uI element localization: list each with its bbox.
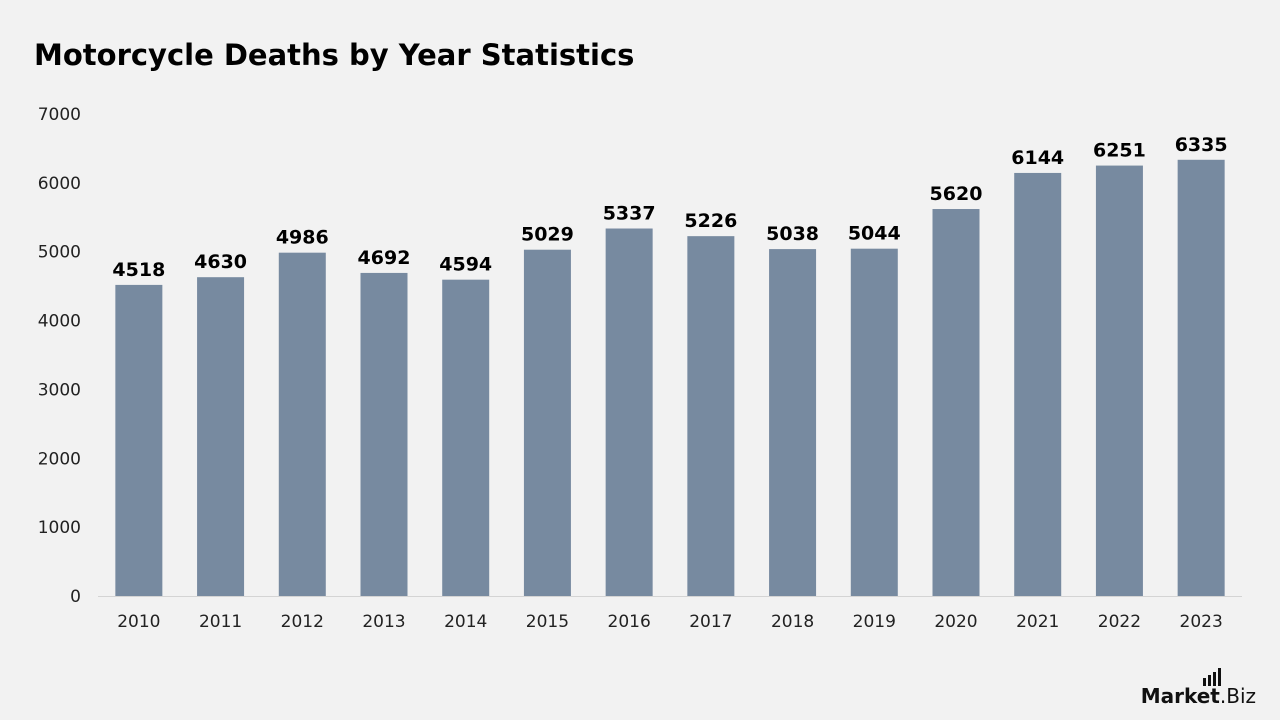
data-labels: 4518 4630 4986 4692 4594 5029 5337 5226 5038 5044…: [112, 134, 1227, 281]
bar-2011: [197, 277, 245, 596]
y-tick-label: 3000: [38, 380, 81, 400]
y-tick-label: 5000: [38, 243, 81, 263]
data-label-2022: 6251: [1093, 140, 1146, 162]
x-tick-label-2011: 2011: [199, 612, 242, 632]
x-tick-label-2019: 2019: [853, 612, 896, 632]
x-tick-label-2021: 2021: [1016, 612, 1059, 632]
data-label-2019: 5044: [848, 223, 901, 245]
data-label-2015: 5029: [521, 224, 574, 246]
bar-2016: [605, 228, 653, 596]
data-label-2016: 5337: [603, 203, 656, 225]
bar-2018: [769, 249, 817, 596]
x-tick-label-2012: 2012: [281, 612, 324, 632]
data-label-2020: 5620: [930, 183, 983, 205]
x-tick-label-2016: 2016: [608, 612, 651, 632]
data-label-2014: 4594: [439, 254, 492, 276]
data-label-2010: 4518: [112, 259, 165, 281]
data-label-2017: 5226: [684, 210, 737, 232]
data-label-2021: 6144: [1011, 147, 1064, 169]
y-tick-label: 0: [70, 587, 81, 607]
y-tick-label: 2000: [38, 449, 81, 469]
marketbiz-logo: Market .Biz: [1140, 668, 1256, 708]
x-tick-label-2015: 2015: [526, 612, 569, 632]
bar-2023: [1177, 159, 1225, 597]
y-tick-label: 4000: [38, 312, 81, 332]
bar-2015: [523, 249, 571, 597]
x-tick-label-2017: 2017: [689, 612, 732, 632]
x-tick-label-2020: 2020: [934, 612, 977, 632]
x-tick-label-2023: 2023: [1180, 612, 1223, 632]
x-tick-label-2014: 2014: [444, 612, 487, 632]
chart-title: Motorcycle Deaths by Year Statistics: [34, 38, 635, 72]
logo-text-biz: .Biz: [1219, 684, 1256, 708]
y-tick-label: 6000: [38, 174, 81, 194]
y-tick-label: 7000: [38, 105, 81, 125]
bar-2020: [932, 209, 980, 596]
bar-2017: [687, 236, 735, 596]
bar-2010: [115, 284, 163, 596]
bar-2021: [1014, 172, 1062, 596]
data-label-2013: 4692: [358, 247, 411, 269]
x-axis: 2010 2011 2012 2013 2014 2015 2016 2017 2018 2019…: [98, 596, 1242, 632]
data-label-2012: 4986: [276, 227, 329, 249]
bars: [115, 159, 1225, 597]
bar-2014: [442, 279, 490, 596]
bar-2022: [1095, 165, 1143, 596]
data-label-2011: 4630: [194, 251, 247, 273]
y-tick-label: 1000: [38, 518, 81, 538]
bar-2019: [850, 248, 898, 596]
x-tick-label-2018: 2018: [771, 612, 814, 632]
bar-2012: [278, 252, 326, 596]
logo-bars-icon: [1202, 668, 1221, 686]
data-label-2023: 6335: [1175, 134, 1228, 156]
logo-text-market: Market: [1140, 684, 1220, 708]
data-label-2018: 5038: [766, 223, 819, 245]
bar-2013: [360, 272, 408, 596]
y-axis: 0 1000 2000 3000 4000 5000 6000 7000: [38, 105, 81, 607]
x-tick-label-2022: 2022: [1098, 612, 1141, 632]
x-tick-label-2010: 2010: [117, 612, 160, 632]
x-tick-label-2013: 2013: [362, 612, 405, 632]
